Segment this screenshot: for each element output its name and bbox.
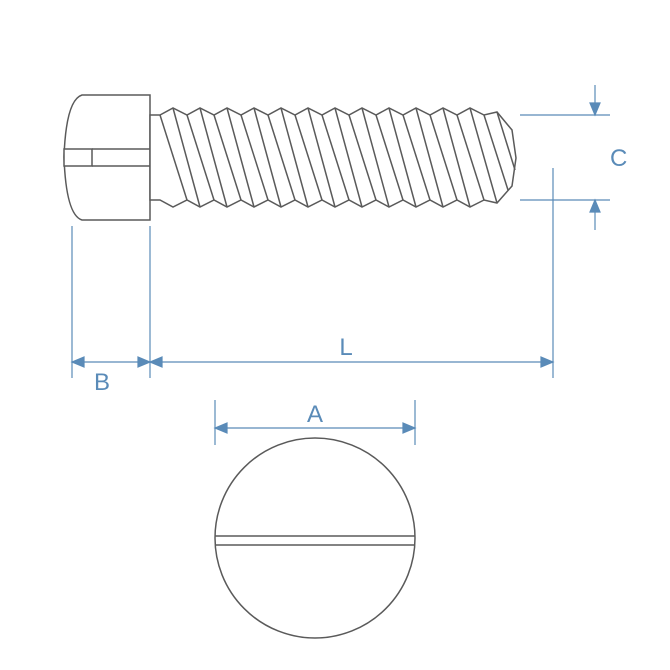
dim-label-A: A xyxy=(307,401,323,428)
dim-label-L: L xyxy=(339,334,352,361)
screw-side-view xyxy=(64,95,516,220)
head-circle xyxy=(215,438,415,638)
screw-head-top-view xyxy=(215,438,415,638)
technical-diagram: L B C A xyxy=(0,0,670,670)
dim-label-B: B xyxy=(94,369,110,396)
diagram-svg: L B C A xyxy=(0,0,670,670)
screw-thread xyxy=(150,108,516,207)
dim-label-C: C xyxy=(610,145,627,172)
head-slot-side xyxy=(64,149,92,166)
